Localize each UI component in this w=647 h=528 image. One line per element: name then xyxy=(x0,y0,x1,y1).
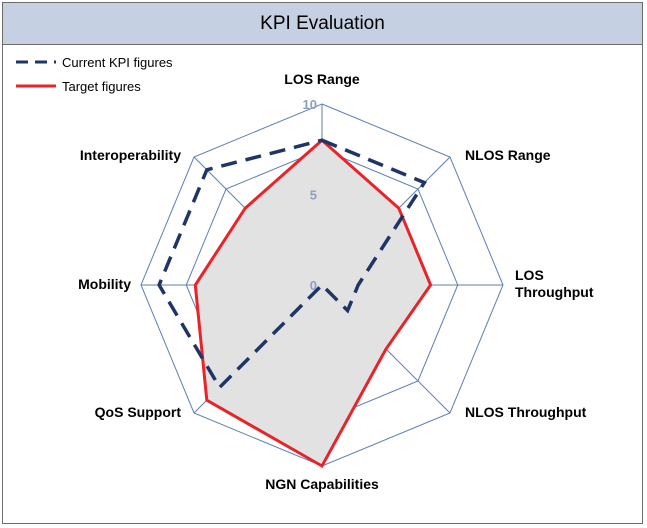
series-fill-layer xyxy=(195,140,431,466)
category-labels: LOS Range NLOS Range LOS Throughput NLOS Thr… xyxy=(78,71,594,492)
legend: Current KPI figures Target figures xyxy=(14,50,173,98)
category-label: LOS Range xyxy=(284,71,360,87)
series-fill-target xyxy=(195,140,431,466)
category-label: NGN Capabilities xyxy=(265,476,379,492)
legend-label-current: Current KPI figures xyxy=(62,54,173,70)
category-label: QoS Support xyxy=(95,404,182,420)
legend-item-current: Current KPI figures xyxy=(14,50,173,74)
legend-swatch-current xyxy=(16,60,56,64)
legend-swatch-target xyxy=(16,84,56,88)
category-label: Mobility xyxy=(78,276,131,292)
legend-label-target: Target figures xyxy=(62,78,141,94)
series-line-current xyxy=(157,138,427,391)
chart-title: KPI Evaluation xyxy=(3,3,642,45)
category-label: NLOS Range xyxy=(465,147,551,163)
category-label: Interoperability xyxy=(80,147,181,163)
tick-label: 10 xyxy=(303,97,317,112)
series-line-layer xyxy=(157,138,433,469)
series-line-target xyxy=(193,138,433,469)
tick-label: 5 xyxy=(310,188,317,203)
legend-item-target: Target figures xyxy=(14,74,173,98)
category-label: NLOS Throughput xyxy=(465,404,587,420)
category-label: LOS Throughput xyxy=(515,267,594,300)
tick-label: 0 xyxy=(310,278,317,293)
radial-tick-labels: 0 5 10 xyxy=(303,97,317,293)
